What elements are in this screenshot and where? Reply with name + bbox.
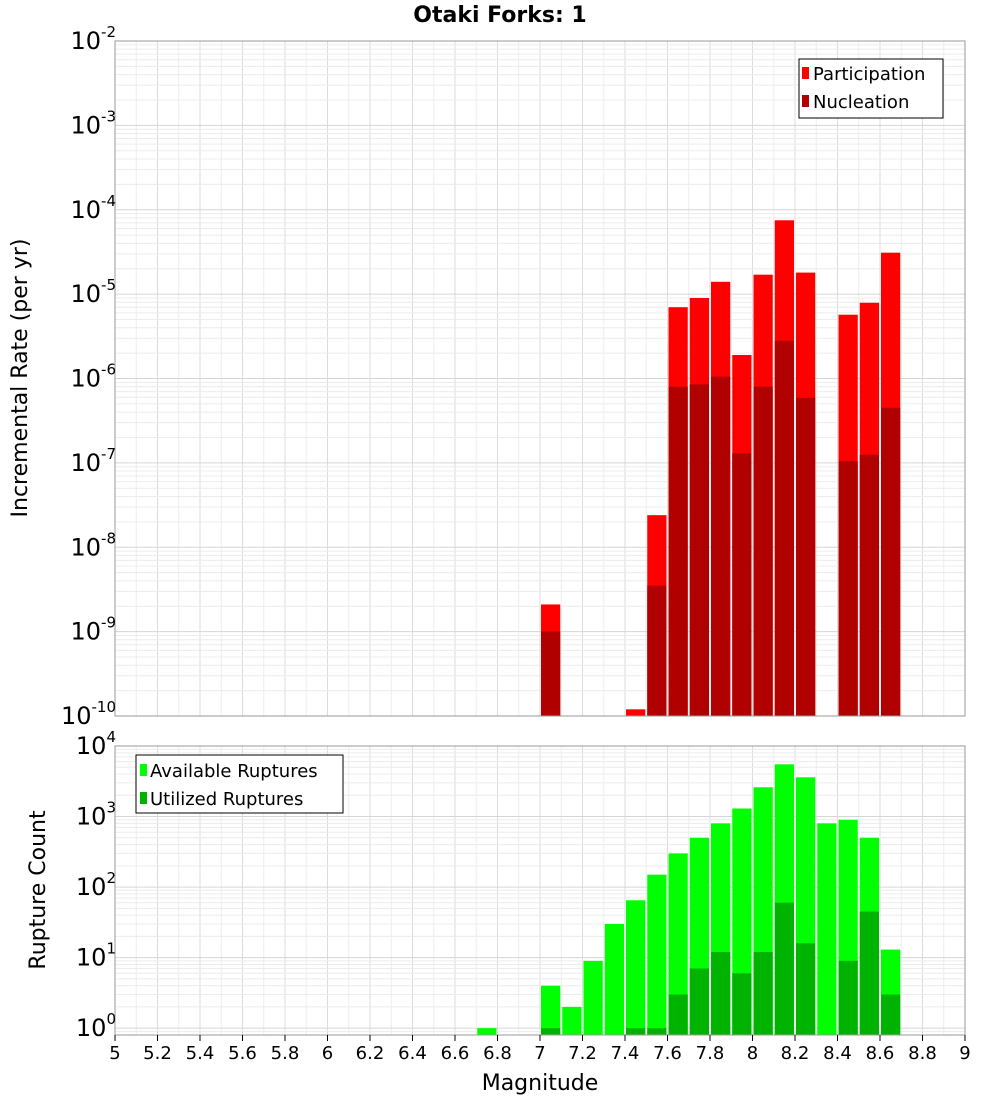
bar-series-2 xyxy=(859,911,879,1035)
bar-series-2 xyxy=(881,407,901,716)
x-tick-label: 7.2 xyxy=(568,1043,597,1064)
bottom-bars xyxy=(477,764,901,1035)
top-bars xyxy=(541,220,901,717)
bar-series-2 xyxy=(774,902,794,1035)
x-tick-label: 7.6 xyxy=(653,1043,682,1064)
x-tick-label: 6.6 xyxy=(441,1043,470,1064)
bar-series-1 xyxy=(668,853,688,1035)
x-tick-label: 6.4 xyxy=(398,1043,427,1064)
bar-series-2 xyxy=(732,973,752,1035)
x-tick-label: 8.4 xyxy=(823,1043,852,1064)
y-tick-label: 104 xyxy=(76,728,116,760)
legend-swatch-participation xyxy=(802,67,809,79)
bar-series-1 xyxy=(604,923,624,1035)
bar-series-1 xyxy=(647,874,667,1035)
legend-swatch-nucleation xyxy=(802,95,809,107)
x-tick-label: 8 xyxy=(747,1043,758,1064)
bottom-plot: 100 101 102 103 104 5 5.2 5.4 5.6 5.8 6 6.2 6.4 6.6 6… xyxy=(26,728,971,1096)
y-tick-label: 10-3 xyxy=(70,107,116,139)
bar-series-2 xyxy=(668,994,688,1035)
y-tick-label: 10-5 xyxy=(70,276,116,308)
bar-series-1 xyxy=(477,1028,497,1035)
bar-series-2 xyxy=(541,1028,561,1035)
bar-series-2 xyxy=(838,461,858,716)
x-tick-label: 7.8 xyxy=(696,1043,725,1064)
y-tick-label: 10-2 xyxy=(70,23,116,55)
x-tick-label: 7.4 xyxy=(611,1043,640,1064)
top-plot-frame xyxy=(114,40,966,717)
bottom-x-ticks: 5 5.2 5.4 5.6 5.8 6 6.2 6.4 6.6 6.8 7 7.2 7.4 7.6 7.8 8… xyxy=(109,1035,971,1064)
x-axis-label: Magnitude xyxy=(482,1071,599,1096)
legend-label-participation: Participation xyxy=(813,64,925,85)
bar-series-2 xyxy=(796,943,816,1035)
bar-series-2 xyxy=(626,1028,646,1035)
legend-label-nucleation: Nucleation xyxy=(813,92,909,113)
y-tick-label: 10-6 xyxy=(70,361,116,393)
y-tick-label: 102 xyxy=(76,869,116,901)
x-tick-label: 8.6 xyxy=(866,1043,895,1064)
bar-series-1 xyxy=(583,960,603,1035)
y-tick-label: 10-8 xyxy=(70,529,116,561)
legend-swatch-utilized xyxy=(140,792,147,804)
x-tick-label: 6.8 xyxy=(483,1043,512,1064)
bar-series-1 xyxy=(626,900,646,1035)
x-tick-label: 7 xyxy=(534,1043,545,1064)
bottom-legend: Available Ruptures Utilized Ruptures xyxy=(135,754,344,814)
x-tick-label: 5.2 xyxy=(143,1043,172,1064)
top-gridlines xyxy=(114,40,966,717)
chart-title: Otaki Forks: 1 xyxy=(413,3,587,28)
x-tick-label: 8.2 xyxy=(781,1043,810,1064)
legend-swatch-available xyxy=(140,764,147,776)
legend-label-utilized: Utilized Ruptures xyxy=(150,789,303,810)
bar-series-2 xyxy=(753,952,773,1035)
bar-series-1 xyxy=(541,985,561,1035)
bar-series-2 xyxy=(689,384,709,716)
bar-series-2 xyxy=(647,585,667,716)
legend-label-available: Available Ruptures xyxy=(150,761,318,782)
y-tick-label: 101 xyxy=(76,940,116,972)
y-tick-label: 10-9 xyxy=(70,614,116,646)
bar-series-2 xyxy=(796,397,816,716)
bar-series-2 xyxy=(859,454,879,716)
bar-series-2 xyxy=(541,631,561,716)
y-tick-label: 10-7 xyxy=(70,445,116,477)
bar-series-2 xyxy=(647,1028,667,1035)
bar-series-1 xyxy=(817,823,837,1035)
bar-series-2 xyxy=(881,994,901,1035)
bar-series-2 xyxy=(732,453,752,716)
bar-series-2 xyxy=(668,386,688,716)
y-tick-label: 10-4 xyxy=(70,192,116,224)
bar-series-2 xyxy=(711,952,731,1035)
x-tick-label: 6.2 xyxy=(356,1043,385,1064)
top-y-axis-label: Incremental Rate (per yr) xyxy=(8,239,33,518)
x-tick-label: 8.8 xyxy=(908,1043,937,1064)
x-tick-label: 5 xyxy=(109,1043,120,1064)
bar-series-2 xyxy=(774,340,794,716)
bar-series-2 xyxy=(711,376,731,716)
y-tick-label: 10-10 xyxy=(61,698,116,730)
bar-series-1 xyxy=(626,709,646,716)
bar-series-1 xyxy=(562,1006,582,1035)
bar-series-2 xyxy=(838,960,858,1035)
x-tick-label: 9 xyxy=(959,1043,970,1064)
y-tick-label: 103 xyxy=(76,799,116,831)
bar-series-2 xyxy=(689,968,709,1035)
x-tick-label: 5.8 xyxy=(271,1043,300,1064)
bottom-y-axis-label: Rupture Count xyxy=(26,810,51,970)
bottom-y-ticks: 100 101 102 103 104 xyxy=(76,728,116,1042)
bar-series-2 xyxy=(753,386,773,716)
x-tick-label: 6 xyxy=(322,1043,333,1064)
x-tick-label: 5.6 xyxy=(228,1043,257,1064)
top-legend: Participation Nucleation xyxy=(798,58,944,119)
top-plot: 10-10 10-9 10-8 10-7 10-6 10-5 10-4 10-3 10-2 In… xyxy=(8,23,966,730)
top-y-ticks: 10-10 10-9 10-8 10-7 10-6 10-5 10-4 10-3 10-2 xyxy=(61,23,116,730)
y-tick-label: 100 xyxy=(76,1010,116,1042)
x-tick-label: 5.4 xyxy=(186,1043,215,1064)
